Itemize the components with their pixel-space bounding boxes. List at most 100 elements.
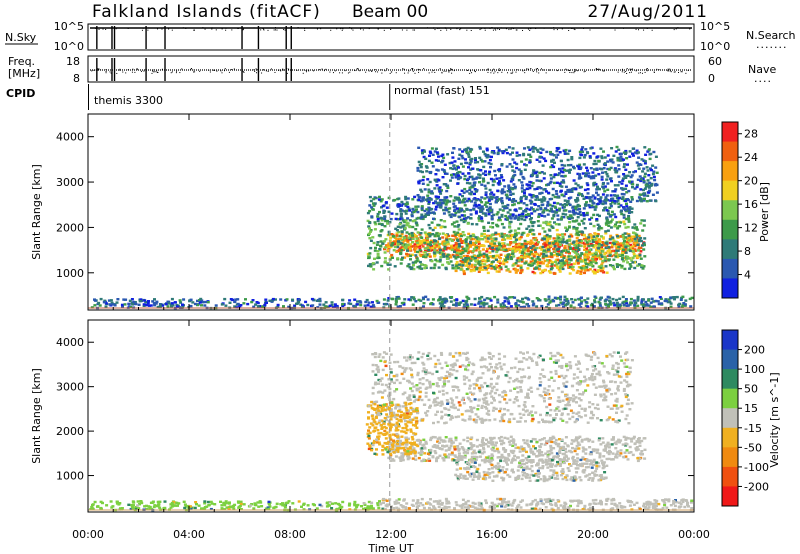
nave-trace-point (95, 69, 97, 71)
power-cell (540, 260, 544, 264)
power-cell (511, 203, 515, 207)
nsky-trace-point (193, 29, 195, 31)
power-cell (579, 272, 583, 275)
nsky-trace-point (241, 27, 243, 29)
power-cell (583, 299, 587, 302)
power-cell (466, 297, 470, 300)
power-cell (506, 211, 510, 214)
power-cell (576, 269, 580, 273)
power-cell (578, 186, 582, 189)
power-cell (518, 238, 522, 241)
power-cell (497, 246, 501, 249)
power-cell (406, 205, 410, 209)
velocity-cell (450, 453, 454, 456)
power-cell (498, 234, 502, 238)
power-cell (593, 208, 597, 211)
power-cell (565, 241, 569, 245)
power-cell (589, 167, 593, 170)
power-cell (594, 255, 598, 258)
nave-trace-point (646, 70, 648, 72)
velocity-cell (509, 439, 513, 443)
power-cell (526, 297, 530, 300)
nsky-trace-point (237, 27, 239, 29)
power-cell (585, 250, 588, 254)
power-cell (415, 208, 418, 211)
power-cell (533, 238, 537, 241)
power-cell (624, 174, 628, 178)
power-cell (441, 240, 445, 243)
power-cell (597, 198, 600, 201)
power-cell (528, 153, 532, 156)
power-cell (659, 297, 663, 300)
power-cell (538, 254, 541, 257)
power-cell (443, 297, 447, 300)
nsky-trace-point (274, 29, 276, 31)
power-cell (554, 258, 558, 262)
nave-trace-point (407, 72, 409, 74)
power-cell (458, 153, 462, 156)
power-cell (552, 237, 556, 240)
power-cell (441, 159, 445, 162)
power-cell (482, 165, 486, 169)
nave-trace-point (603, 70, 605, 72)
power-cell (433, 234, 437, 237)
power-cell (488, 297, 492, 300)
power-cell (563, 164, 567, 167)
nave-trace-point (507, 72, 509, 74)
power-cell (485, 255, 489, 258)
nave-trace-point (602, 70, 604, 72)
power-cell (422, 297, 425, 301)
nave-trace-point (105, 70, 107, 72)
power-cell (427, 206, 431, 209)
power-cell (607, 303, 611, 306)
power-cell (478, 147, 482, 150)
power-cell (400, 212, 403, 215)
power-cell (419, 165, 423, 169)
power-cell (597, 239, 601, 242)
power-cell (463, 219, 467, 222)
power-cell (556, 195, 560, 199)
power-cell (481, 238, 485, 241)
power-cell (620, 266, 624, 269)
power-cell (614, 215, 618, 219)
power-cell (498, 208, 502, 211)
power-cell (428, 211, 432, 215)
power-cell (533, 188, 537, 191)
power-cell (649, 184, 653, 187)
power-cell (636, 249, 640, 252)
power-cell (497, 197, 501, 201)
nave-trace-point (667, 69, 669, 71)
power-cell (479, 266, 482, 269)
power-cell (542, 157, 546, 160)
nave-trace-point (623, 71, 625, 73)
power-cell (542, 243, 546, 246)
power-cell (480, 234, 484, 237)
power-cell (577, 244, 581, 247)
power-cell (533, 246, 537, 250)
power-cell (547, 259, 551, 262)
power-cell (422, 255, 425, 258)
nave-trace-point (325, 68, 327, 70)
power-cell (449, 195, 453, 198)
power-cell (620, 258, 624, 261)
power-cell (444, 299, 448, 303)
power-cell (480, 295, 484, 299)
power-cell (597, 300, 601, 304)
power-cell (461, 172, 465, 175)
power-cell (449, 300, 453, 303)
power-cell (545, 223, 549, 227)
power-cell (626, 163, 629, 166)
power-cell (528, 161, 532, 164)
power-cell (433, 226, 437, 229)
velocity-cell (450, 442, 454, 445)
power-cell (666, 300, 670, 304)
power-cell (468, 237, 472, 240)
power-cell (629, 243, 633, 247)
power-cell (525, 207, 529, 210)
nsky-trace-point (341, 29, 343, 31)
power-cell (423, 241, 427, 245)
power-cell (414, 209, 418, 213)
nsky-frame (87, 23, 695, 51)
power-cell (468, 257, 472, 261)
power-cell (548, 235, 552, 238)
